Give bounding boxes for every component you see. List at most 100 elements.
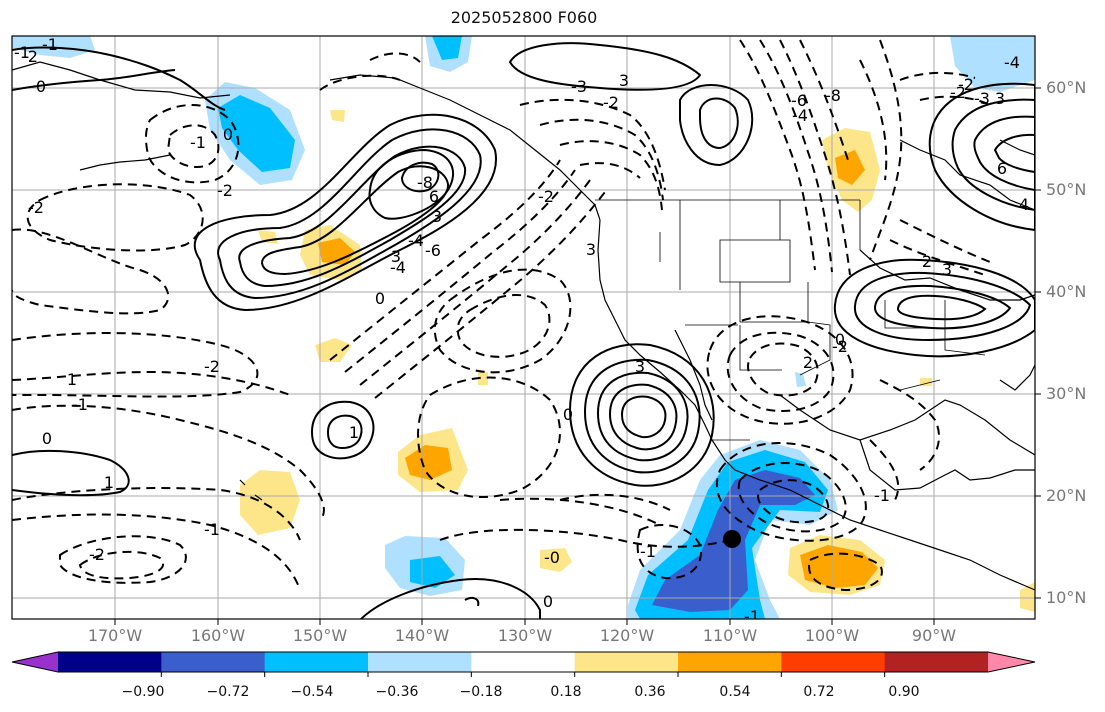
colorbar-tick-label: −0.72 [206, 684, 250, 700]
lat-label-30n: 30°N [1046, 384, 1087, 403]
colorbar-tick-label: 0.72 [803, 684, 835, 700]
contour-label: -3 [571, 77, 587, 96]
contour-label: -2 [28, 198, 44, 217]
colorbar-tick-label: 0.18 [550, 684, 582, 700]
positive-anomaly-region [240, 470, 300, 535]
contour-label: -8 [417, 173, 433, 192]
lon-label-150w: 150°W [292, 626, 348, 645]
colorbar-cell [368, 652, 472, 672]
colorbar-tick-label: 0.54 [719, 684, 751, 700]
lat-label-40n: 40°N [1046, 282, 1087, 301]
contour-label: 6 [997, 159, 1007, 178]
contour-label: -2 [950, 83, 966, 102]
contour-label: -4 [408, 231, 424, 250]
positive-anomaly-region [315, 338, 352, 362]
lon-label-90w: 90°W [911, 626, 957, 645]
contour-label: 1 [349, 423, 359, 442]
contour-label: 3 [619, 71, 629, 90]
contour-label: 2 [922, 252, 932, 271]
contour-label: 0 [835, 330, 845, 349]
negative-anomaly-region [950, 36, 1035, 92]
contour-label: -1 [640, 542, 656, 561]
contour-label: 1 [67, 370, 77, 389]
positive-anomaly-region [835, 150, 865, 185]
contour-label: 2 [803, 353, 813, 372]
lon-label-120w: 120°W [599, 626, 655, 645]
contour-label: 3 [586, 240, 596, 259]
contour-label: -2 [603, 93, 619, 112]
chart-title: 2025052800 F060 [450, 8, 598, 27]
political-borders [595, 199, 986, 441]
colorbar-cell [161, 652, 266, 672]
contour-label: -1 [14, 43, 30, 62]
contour-label: -6 [791, 91, 807, 110]
contour-label: -2 [538, 187, 554, 206]
anomaly-fills [12, 36, 1035, 619]
contour-label: 3 [635, 357, 645, 376]
contour-label: -0 [544, 548, 560, 567]
contour-label: 1 [104, 473, 114, 492]
positive-anomaly-region [330, 110, 345, 122]
colorbar-max-extension [988, 652, 1035, 672]
lon-label-130w: 130°W [497, 626, 553, 645]
colorbar [11, 651, 1036, 677]
contour-label: -4 [1004, 53, 1020, 72]
colorbar-tick-label: −0.36 [375, 684, 419, 700]
lon-label-170w: 170°W [87, 626, 143, 645]
positive-anomaly-region [1020, 582, 1035, 612]
positive-anomaly-region [478, 372, 488, 385]
contour-label: -2 [89, 545, 105, 564]
colorbar-cell [58, 652, 162, 672]
negative-anomaly-region [432, 36, 462, 60]
lat-label-50n: 50°N [1046, 180, 1087, 199]
lon-label-100w: 100°W [804, 626, 860, 645]
contour-label: -2 [204, 357, 220, 376]
colorbar-cell [471, 652, 576, 672]
contour-label: 6 [429, 187, 439, 206]
contour-label: -1 [190, 133, 206, 152]
contour-label: -4 [390, 258, 406, 277]
colorbar-cell [678, 652, 782, 672]
lat-label-60n: 60°N [1046, 78, 1087, 97]
contour-label: 3 [391, 247, 401, 266]
contour-label: 4 [1019, 195, 1029, 214]
contour-label: -2 [832, 337, 848, 356]
contour-label: -1 [204, 520, 220, 539]
contour-label: 3 [995, 89, 1005, 108]
colorbar-tick-label: −0.18 [459, 684, 503, 700]
coastlines [12, 61, 1035, 591]
contour-label: -2 [217, 181, 233, 200]
lat-label-20n: 20°N [1046, 486, 1087, 505]
storm-marker [723, 530, 741, 548]
contour-label: 0 [543, 592, 553, 611]
contour-label: 0 [375, 289, 385, 308]
contour-label: 0 [223, 125, 233, 144]
contour-label: 3 [942, 260, 952, 279]
lon-label-110w: 110°W [702, 626, 758, 645]
contour-label: -8 [825, 86, 841, 105]
contour-label: -4 [792, 106, 808, 125]
colorbar-tick-label: 0.90 [888, 684, 920, 700]
colorbar-min-extension [12, 652, 58, 672]
lon-label-160w: 160°W [190, 626, 246, 645]
contour-label: -2 [958, 75, 974, 94]
lat-ticks [1035, 87, 1041, 599]
negative-anomaly-region [410, 556, 455, 588]
colorbar-tick-label: −0.90 [121, 684, 165, 700]
contour-lines [12, 39, 1035, 619]
positive-anomaly-region [540, 548, 572, 572]
contour-label-layer: -2-10-2-1 0-2-136-8-6-43-4-2-3 3-20-1101-1… [14, 36, 1029, 626]
colorbar-tick-label: −0.54 [290, 684, 334, 700]
negative-anomaly-region [218, 95, 295, 172]
colorbar-cell [264, 652, 369, 672]
colorbar-cell [884, 652, 989, 672]
contour-label: -3 [974, 89, 990, 108]
contour-label: -2 [22, 47, 38, 66]
colorbar-tick-label: 0.36 [634, 684, 666, 700]
contour-label: -1 [744, 607, 760, 626]
contour-label: 0 [42, 429, 52, 448]
negative-anomaly-region [795, 372, 806, 387]
positive-anomaly-region [318, 238, 355, 265]
positive-anomaly-region [405, 445, 452, 480]
